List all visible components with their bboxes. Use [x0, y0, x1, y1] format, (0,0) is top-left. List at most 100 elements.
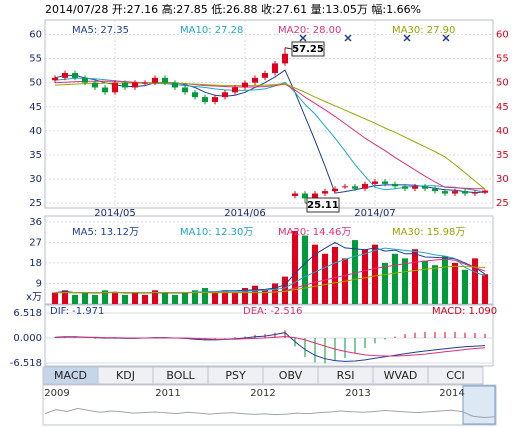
volume-bar: [462, 269, 468, 304]
volume-bar: [52, 292, 58, 304]
volume-bar: [382, 262, 388, 304]
overview-label: 2012: [250, 388, 275, 399]
tab-label[interactable]: KDJ: [116, 369, 135, 382]
legend-entry: MACD: 1.090: [432, 306, 497, 317]
candle-body: [452, 191, 458, 194]
candle-body: [92, 82, 98, 88]
volume-bar: [162, 292, 168, 304]
candle-body: [232, 87, 238, 93]
legend-entry: MA5: 27.35: [72, 25, 129, 36]
volume-bar: [422, 260, 428, 304]
overview-label: 2011: [155, 388, 180, 399]
candle-body: [152, 77, 158, 83]
legend-entry: MA10: 27.28: [180, 25, 243, 36]
legend-entry: MA30: 15.98万: [392, 227, 465, 238]
tab-label[interactable]: RSI: [337, 369, 355, 382]
candle-body: [372, 181, 378, 184]
overview-label: 2009: [44, 388, 69, 399]
tab-label[interactable]: BOLL: [166, 369, 195, 382]
volume-bar: [282, 276, 288, 304]
annotation-box: [291, 41, 325, 57]
candle-body: [142, 82, 148, 84]
volume-bar: [202, 288, 208, 304]
candle-body: [62, 73, 68, 78]
candle-body: [292, 193, 298, 196]
volume-bar: [182, 292, 188, 304]
tab-label[interactable]: CCI: [446, 369, 465, 382]
volume-bar: [72, 294, 78, 304]
macd-frame: [44, 304, 494, 367]
tab-label[interactable]: OBV: [279, 369, 303, 382]
overview-label: 2014: [439, 388, 464, 399]
volume-bar: [482, 274, 488, 304]
candle-body: [132, 82, 138, 88]
volume-bar: [152, 290, 158, 304]
volume-bar: [222, 290, 228, 304]
candle-body: [82, 77, 88, 83]
candle-body: [342, 186, 348, 188]
volume-bar: [322, 253, 328, 304]
y-tick-label-right: 50: [496, 78, 509, 89]
y-tick-label: 9: [36, 278, 42, 289]
annotation-arrow: [284, 47, 293, 50]
y-tick-label: 45: [29, 102, 42, 113]
volume-bar: [92, 294, 98, 304]
event-markers: [299, 34, 450, 42]
x-tick-label: 2014/05: [94, 208, 136, 219]
tab-label[interactable]: MACD: [54, 369, 87, 382]
volume-bar: [352, 240, 358, 304]
candle-body: [322, 191, 328, 194]
volume-bar: [312, 244, 318, 304]
y-tick-label-right: 35: [496, 150, 509, 161]
y-tick-label-right: 30: [496, 174, 509, 185]
candle-body: [182, 87, 188, 93]
legend-entry: MA30: 27.90: [392, 25, 455, 36]
candle-body: [112, 82, 118, 93]
candle-body: [202, 97, 208, 102]
candle-body: [282, 53, 288, 64]
candle-body: [302, 193, 308, 199]
candle-body: [422, 186, 428, 189]
volume-bar: [232, 292, 238, 304]
volume-bar: [302, 235, 308, 304]
tab-label[interactable]: WVAD: [384, 369, 418, 382]
y-tick-label: 6.518: [13, 308, 42, 319]
candle-body: [192, 92, 198, 98]
tab[interactable]: [427, 366, 484, 385]
annotation-box: [306, 197, 340, 213]
y-tick-label-right: 40: [496, 126, 509, 137]
volume-bar: [362, 249, 368, 304]
volume-bar: [132, 292, 138, 304]
volume-bar: [262, 290, 268, 304]
y-tick-label: 0.000: [13, 333, 42, 344]
candle-body: [272, 63, 278, 74]
candle-body: [412, 186, 418, 189]
volume-bar: [452, 262, 458, 304]
tab-label[interactable]: PSY: [225, 369, 246, 382]
candle-body: [362, 183, 368, 189]
unit-label: x万: [26, 292, 42, 303]
overview-label: 2013: [345, 388, 370, 399]
volume-bar: [142, 294, 148, 304]
y-tick-label: 18: [29, 258, 42, 269]
x-tick-label: 2014/07: [354, 208, 396, 219]
volume-bar: [252, 285, 258, 304]
candle-body: [392, 183, 398, 187]
candle-body: [242, 82, 248, 88]
y-tick-label: 60: [29, 29, 42, 40]
volume-bar: [402, 258, 408, 304]
legend-entry: DEA: -2.516: [243, 306, 302, 317]
candle-body: [382, 181, 388, 184]
volume-bar: [172, 294, 178, 304]
annotation: 57.25: [292, 44, 324, 55]
candle-body: [312, 193, 318, 199]
volume-ma-line: [55, 265, 486, 294]
x-tick-label: 2014/06: [224, 208, 266, 219]
volume-bar: [412, 249, 418, 304]
legend-entry: MA20: 14.46万: [278, 227, 351, 238]
volume-bar: [62, 290, 68, 304]
overview-window[interactable]: [462, 385, 496, 425]
ma-line: [54, 80, 485, 190]
legend-entry: MA5: 13.12万: [72, 227, 139, 238]
